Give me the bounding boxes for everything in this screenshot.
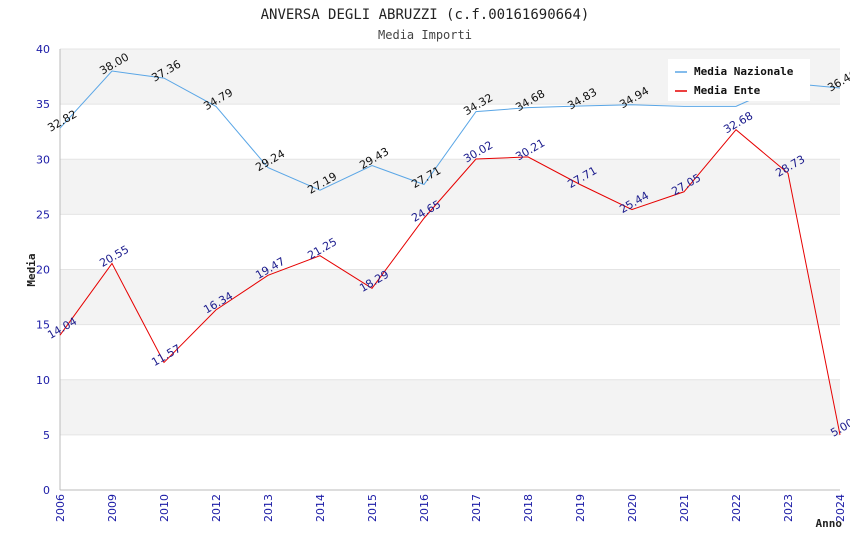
y-tick-label: 20 [36,264,50,277]
x-tick-label: 2012 [210,494,223,522]
y-tick-label: 25 [36,208,50,221]
x-tick-label: 2010 [158,494,171,522]
grid-band [60,379,840,435]
x-tick-label: 2019 [574,494,587,522]
grid-band [60,434,840,490]
grid-band [60,269,840,325]
y-tick-label: 5 [43,429,50,442]
x-tick-label: 2020 [626,494,639,522]
x-tick-label: 2015 [366,494,379,522]
x-tick-label: 2006 [54,494,67,522]
grid-band [60,104,840,160]
series-lines [59,70,841,435]
y-tick-label: 15 [36,319,50,332]
series-line-media-ente [59,128,841,435]
x-axis-label: Anno [816,517,843,530]
grid-band [60,324,840,380]
y-tick-label: 10 [36,374,50,387]
x-tick-label: 2016 [418,494,431,522]
x-tick-label: 2013 [262,494,275,522]
y-tick-label: 40 [36,43,50,56]
legend-box [668,59,810,101]
x-tick-label: 2018 [522,494,535,522]
legend-label-media-ente: Media Ente [694,84,761,97]
grid-bands [60,49,840,490]
x-tick-labels: 2006 2009 2010 2012 2013 2014 2015 2016 2017 2018… [54,494,847,522]
y-axis-label: Media [25,253,38,286]
x-tick-label: 2009 [106,494,119,522]
grid-band [60,214,840,270]
y-tick-label: 30 [36,153,50,166]
legend: Media Nazionale Media Ente [668,59,810,101]
chart-subtitle: Media Importi [378,28,472,42]
x-tick-label: 2024 [834,494,847,522]
chart-title: ANVERSA DEGLI ABRUZZI (c.f.00161690664) [261,7,590,23]
x-tick-label: 2021 [678,494,691,522]
legend-label-media-nazionale: Media Nazionale [694,65,794,78]
y-tick-labels: 0 5 10 15 20 25 30 35 40 [36,43,50,497]
series-line-media-nazionale [59,70,841,191]
y-tick-label: 0 [43,484,50,497]
grid-band [60,159,840,215]
x-tick-label: 2014 [314,494,327,522]
x-tick-label: 2017 [470,494,483,522]
x-tick-label: 2022 [730,494,743,522]
x-tick-label: 2023 [782,494,795,522]
y-tick-label: 35 [36,98,50,111]
